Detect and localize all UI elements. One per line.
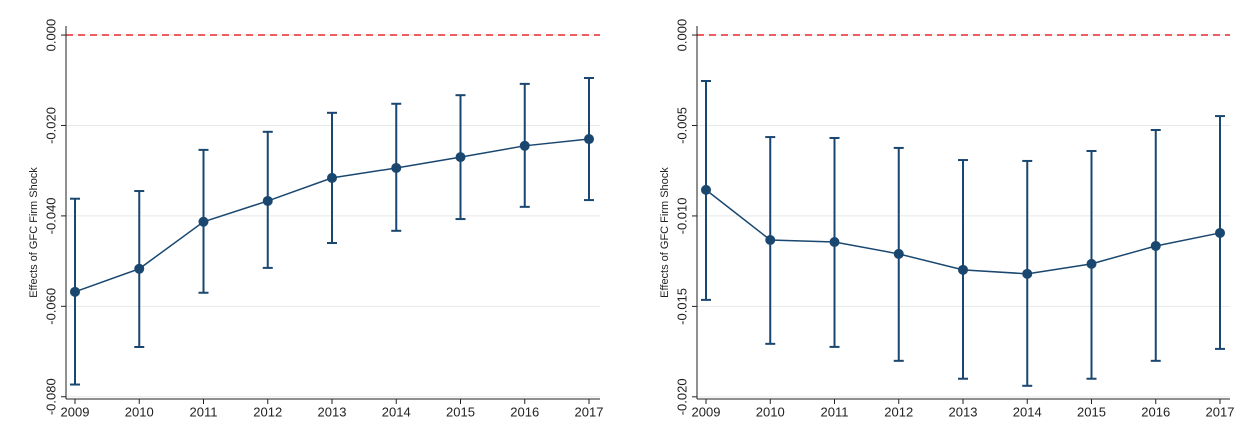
y-tick-label: 0.000 <box>674 19 689 52</box>
point <box>958 264 968 275</box>
x-tick-label: 2016 <box>510 404 539 419</box>
y-tick-label: -0.005 <box>674 107 689 144</box>
point <box>1215 227 1225 238</box>
y-tick-label: -0.020 <box>43 107 58 144</box>
x-tick-label: 2012 <box>884 404 913 419</box>
point <box>391 162 402 173</box>
x-tick-label: 2015 <box>1077 404 1106 419</box>
point <box>1022 268 1033 279</box>
y-tick-label: 0.000 <box>43 19 58 52</box>
y-tick-label: -0.060 <box>43 288 58 325</box>
x-tick-label: 2016 <box>1141 404 1170 419</box>
point <box>198 216 209 227</box>
point <box>829 236 840 247</box>
x-tick-label: 2011 <box>190 404 218 419</box>
x-tick-label: 2009 <box>61 404 90 419</box>
x-tick-label: 2010 <box>756 404 785 419</box>
x-tick-label: 2010 <box>125 404 154 419</box>
y-tick-label: -0.040 <box>43 197 58 234</box>
y-axis-label: Effects of GFC Firm Shock <box>659 167 671 298</box>
point <box>134 263 145 274</box>
y-axis-label: Effects of GFC Firm Shock <box>28 167 40 298</box>
point <box>327 172 337 183</box>
point <box>455 152 466 163</box>
x-tick-label: 2014 <box>382 404 411 419</box>
point <box>701 184 711 195</box>
x-tick-label: 2012 <box>253 404 282 419</box>
point <box>765 234 776 245</box>
point <box>584 134 594 145</box>
x-tick-label: 2017 <box>575 404 604 419</box>
point <box>70 286 80 297</box>
point <box>1150 240 1161 251</box>
x-tick-label: 2013 <box>949 404 978 419</box>
x-tick-label: 2013 <box>318 404 347 419</box>
y-tick-label: -0.080 <box>43 378 58 415</box>
x-tick-label: 2017 <box>1206 404 1235 419</box>
point <box>519 140 530 151</box>
y-tick-label: -0.015 <box>674 288 689 325</box>
x-tick-label: 2011 <box>821 404 849 419</box>
y-tick-label: -0.010 <box>674 197 689 234</box>
x-tick-label: 2014 <box>1013 404 1042 419</box>
point <box>893 248 904 259</box>
point <box>262 195 273 206</box>
x-tick-label: 2009 <box>692 404 721 419</box>
y-tick-label: -0.020 <box>674 378 689 415</box>
point <box>1086 258 1097 269</box>
x-tick-label: 2015 <box>446 404 475 419</box>
